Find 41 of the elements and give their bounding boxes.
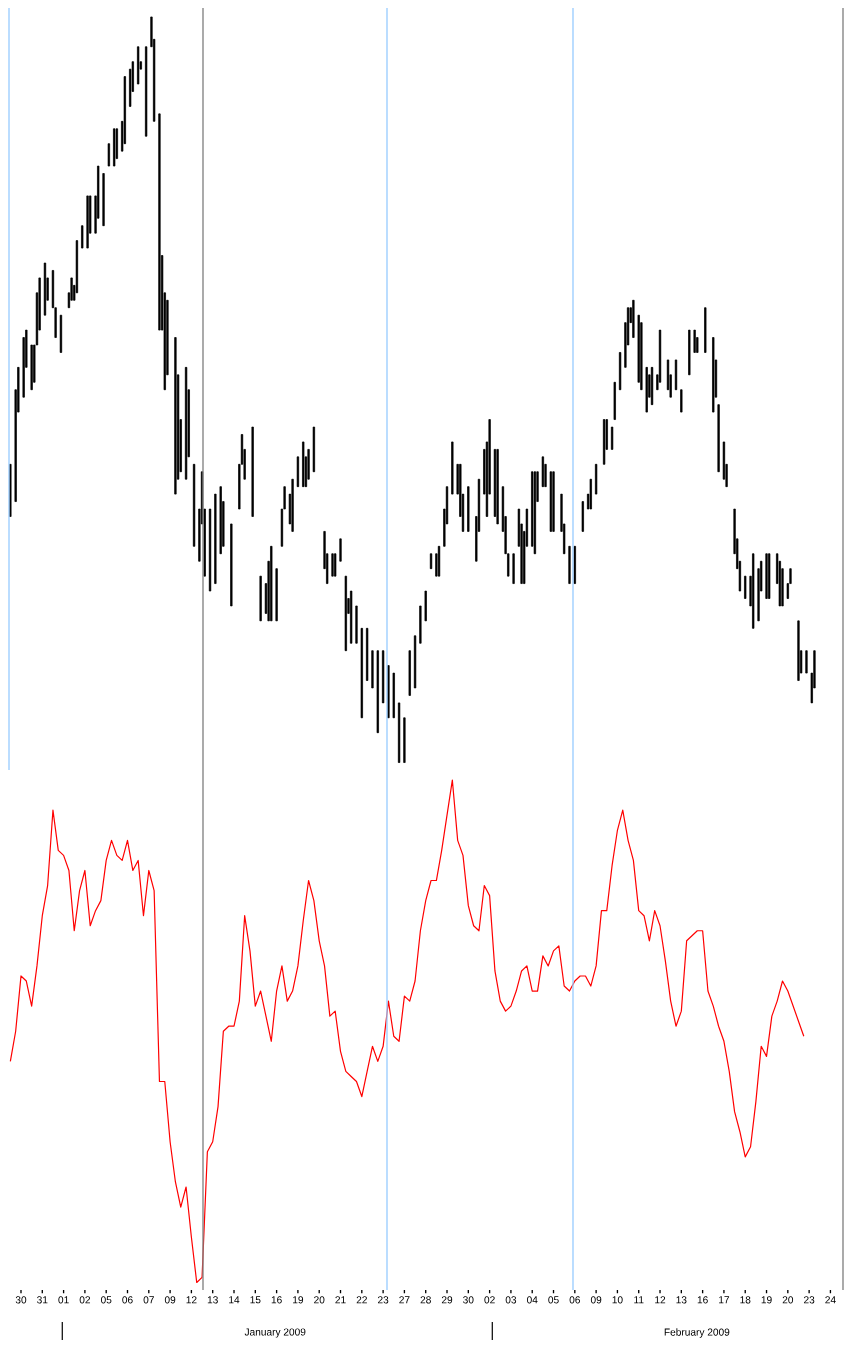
x-tick-label: 15 — [250, 1296, 261, 1304]
x-tick-label: 17 — [719, 1296, 730, 1304]
x-tick-label: 18 — [740, 1296, 751, 1304]
x-tick-label: 21 — [335, 1296, 346, 1304]
text: February 2009 — [664, 1328, 730, 1338]
x-tick-label: 12 — [186, 1296, 197, 1304]
x-tick-label: 04 — [526, 1296, 538, 1304]
x-tick-label: 24 — [825, 1296, 836, 1304]
x-tick-label: 31 — [37, 1296, 48, 1304]
x-tick-label: 03 — [505, 1296, 517, 1304]
x-tick-label: 19 — [761, 1296, 772, 1304]
x-tick-label: 20 — [314, 1296, 325, 1304]
x-tick-label: 12 — [655, 1296, 666, 1304]
x-tick-label: 06 — [122, 1296, 133, 1304]
x-tick-label: 28 — [420, 1296, 431, 1304]
x-tick-label: 29 — [441, 1296, 453, 1304]
x-tick-label: 10 — [612, 1296, 623, 1304]
x-tick-label: 27 — [399, 1296, 410, 1304]
x-tick-label: 13 — [676, 1296, 687, 1304]
x-tick-label: 16 — [271, 1296, 282, 1304]
x-tick-label: 09 — [590, 1296, 602, 1304]
x-tick-label: 19 — [293, 1296, 304, 1304]
x-tick-label: 02 — [79, 1296, 91, 1304]
x-tick-label: 23 — [377, 1296, 389, 1304]
x-tick-label: 13 — [207, 1296, 218, 1304]
x-tick-label: 23 — [804, 1296, 815, 1304]
x-tick-label: 07 — [143, 1296, 154, 1304]
x-tick-label: 11 — [634, 1296, 644, 1304]
x-tick-label: 06 — [569, 1296, 580, 1304]
x-tick-label: 09 — [164, 1296, 176, 1304]
x-tick-label: 02 — [484, 1296, 495, 1304]
x-tick-label: 05 — [548, 1296, 559, 1304]
x-tick-label: 30 — [463, 1296, 474, 1304]
x-tick-label: 16 — [697, 1296, 708, 1304]
text: January 2009 — [244, 1328, 306, 1338]
x-tick-label: 05 — [100, 1296, 112, 1304]
x-tick-label: 22 — [356, 1296, 367, 1304]
x-tick-label: 01 — [58, 1296, 69, 1304]
x-tick-label: 30 — [15, 1296, 27, 1304]
x-tick-label: 20 — [782, 1296, 794, 1304]
x-tick-label: 14 — [229, 1296, 240, 1304]
